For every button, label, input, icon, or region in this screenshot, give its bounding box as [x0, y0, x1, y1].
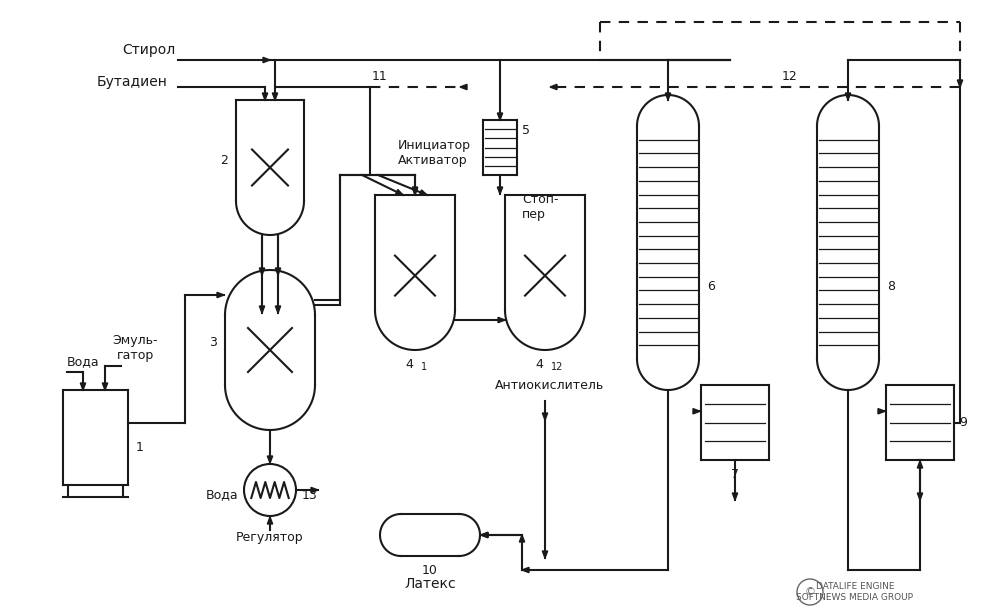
Polygon shape	[846, 93, 851, 100]
Text: 1: 1	[421, 362, 427, 372]
Polygon shape	[272, 93, 278, 100]
Polygon shape	[957, 80, 963, 87]
Polygon shape	[917, 493, 922, 500]
Text: Эмуль-
гатор: Эмуль- гатор	[113, 334, 157, 362]
Text: Инициатор: Инициатор	[398, 139, 471, 152]
Polygon shape	[275, 268, 281, 275]
Text: ©: ©	[805, 587, 816, 597]
Text: 3: 3	[209, 335, 217, 349]
Text: 5: 5	[522, 123, 530, 136]
Polygon shape	[519, 535, 525, 542]
Text: Антиокислитель: Антиокислитель	[495, 378, 605, 392]
Text: Стоп-
пер: Стоп- пер	[522, 193, 559, 221]
Text: 13: 13	[302, 489, 318, 502]
Text: DATALIFE ENGINE
SOFTNEWS MEDIA GROUP: DATALIFE ENGINE SOFTNEWS MEDIA GROUP	[797, 582, 913, 602]
Text: 9: 9	[959, 416, 967, 429]
Text: Вода: Вода	[67, 356, 100, 368]
Polygon shape	[419, 190, 427, 195]
Polygon shape	[412, 187, 417, 194]
Polygon shape	[498, 317, 505, 323]
Polygon shape	[262, 93, 268, 100]
Polygon shape	[311, 488, 318, 492]
Text: Бутадиен: Бутадиен	[97, 75, 167, 89]
Polygon shape	[497, 187, 503, 194]
Text: 10: 10	[422, 564, 438, 577]
Text: 11: 11	[373, 69, 387, 82]
Polygon shape	[275, 306, 281, 313]
Polygon shape	[693, 408, 700, 414]
Polygon shape	[395, 190, 403, 195]
Polygon shape	[481, 532, 488, 538]
Polygon shape	[878, 408, 885, 414]
Polygon shape	[497, 113, 503, 120]
Text: Латекс: Латекс	[404, 577, 456, 591]
Polygon shape	[267, 456, 273, 463]
Polygon shape	[103, 383, 108, 390]
Polygon shape	[543, 413, 548, 420]
Polygon shape	[522, 567, 529, 573]
Polygon shape	[543, 551, 548, 558]
Polygon shape	[550, 84, 557, 90]
Polygon shape	[732, 493, 738, 500]
Text: 12: 12	[782, 69, 798, 82]
Text: Активатор: Активатор	[398, 154, 468, 166]
Polygon shape	[412, 188, 417, 195]
Polygon shape	[259, 306, 265, 313]
Text: 8: 8	[887, 280, 895, 293]
Text: 2: 2	[220, 154, 228, 167]
Polygon shape	[81, 383, 86, 390]
Text: Вода: Вода	[205, 489, 238, 502]
Text: Регулятор: Регулятор	[236, 532, 304, 545]
Text: 12: 12	[551, 362, 564, 372]
Text: 6: 6	[707, 280, 715, 293]
Polygon shape	[217, 292, 224, 298]
Text: 4: 4	[535, 357, 543, 370]
Polygon shape	[263, 57, 270, 63]
Text: 7: 7	[731, 467, 739, 481]
Polygon shape	[267, 517, 273, 524]
Text: Стирол: Стирол	[122, 43, 175, 57]
Text: 4: 4	[405, 357, 413, 370]
Text: 1: 1	[135, 440, 143, 454]
Polygon shape	[460, 84, 467, 90]
Polygon shape	[917, 461, 922, 468]
Polygon shape	[665, 93, 670, 100]
Polygon shape	[481, 532, 488, 538]
Polygon shape	[259, 268, 265, 275]
